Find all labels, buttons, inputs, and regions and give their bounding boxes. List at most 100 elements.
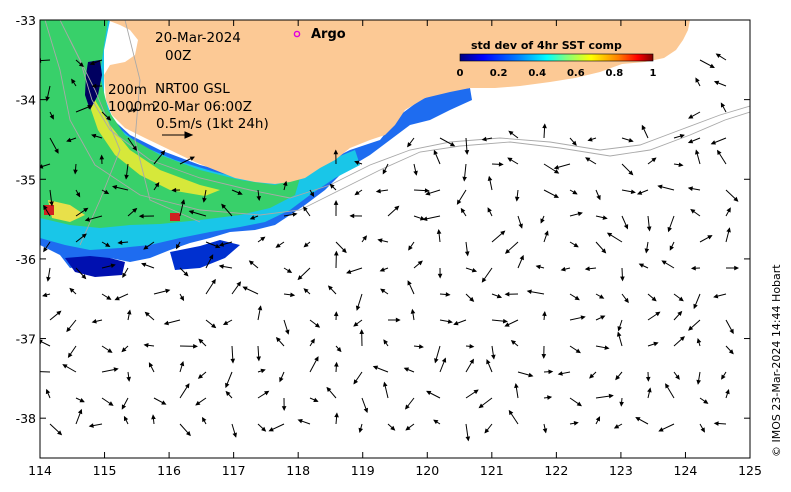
current-vector-head — [688, 325, 694, 331]
current-vector — [40, 59, 51, 62]
current-vector-head — [548, 369, 554, 375]
current-vector-head — [519, 254, 524, 261]
current-vector-head — [437, 273, 443, 279]
current-vector-head — [713, 293, 719, 299]
sst-field-yellow-2 — [48, 200, 85, 222]
current-vector-head — [143, 244, 149, 250]
current-vector-head — [362, 235, 368, 241]
current-vector-head — [179, 295, 185, 302]
current-vector-head — [425, 191, 431, 196]
credit-text: © IMOS 23-Mar-2024 14:44 Hobart — [770, 264, 783, 457]
current-vector-head — [62, 364, 68, 369]
current-vector-head — [595, 416, 601, 422]
current-vector-head — [79, 398, 85, 403]
current-vector-head — [491, 354, 496, 360]
colorbar-tick-label: 0.6 — [567, 68, 585, 79]
current-vector-head — [154, 181, 160, 188]
current-vector-head — [346, 269, 352, 274]
current-vector-head — [721, 374, 726, 380]
current-vector-head — [297, 418, 303, 424]
current-vector-head — [464, 149, 470, 155]
current-vector-head — [121, 404, 127, 410]
current-vector-head — [394, 205, 400, 211]
current-vector-head — [404, 404, 410, 410]
x-tick-label: 118 — [286, 463, 310, 478]
current-vector-head — [690, 208, 696, 214]
nrt-time-label: 20-Mar 06:00Z — [152, 99, 252, 115]
current-vector-head — [390, 425, 396, 431]
current-vector-head — [630, 189, 636, 195]
current-vector-head — [114, 296, 120, 301]
current-vector-head — [355, 305, 361, 311]
current-vector-head — [290, 292, 296, 298]
current-vector-head — [211, 278, 216, 285]
current-vector-head — [359, 329, 365, 335]
current-vector-head — [647, 387, 652, 393]
colorbar-title: std dev of 4hr SST comp — [471, 39, 622, 52]
current-vector-head — [202, 197, 207, 203]
x-tick-label: 122 — [544, 463, 568, 478]
current-vector-head — [553, 165, 560, 170]
current-vector-head — [560, 266, 566, 272]
current-vector-head — [453, 320, 459, 326]
current-vector-head — [69, 287, 75, 293]
current-vector-head — [75, 192, 81, 198]
current-vector-head — [151, 414, 156, 420]
current-vector-head — [242, 286, 248, 291]
x-tick-label: 117 — [222, 463, 246, 478]
current-vector-head — [553, 193, 560, 198]
current-vector-head — [326, 386, 332, 393]
current-vector-head — [498, 161, 504, 167]
x-tick-label: 121 — [480, 463, 504, 478]
current-vector-head — [460, 207, 466, 214]
x-tick-label: 125 — [738, 463, 762, 478]
x-tick-label: 114 — [28, 463, 52, 478]
x-tick-label: 116 — [157, 463, 181, 478]
current-vector-head — [395, 317, 401, 323]
current-vector-head — [66, 137, 72, 143]
current-vector-head — [728, 349, 734, 355]
current-vector-head — [132, 207, 138, 213]
current-vector-head — [123, 415, 129, 422]
current-vector-head — [433, 419, 439, 425]
argo-label: Argo — [311, 27, 346, 42]
current-vector-head — [341, 248, 347, 254]
current-vector-head — [43, 246, 48, 253]
current-vector-head — [407, 280, 412, 286]
current-vector-head — [408, 245, 413, 251]
current-vector-head — [487, 207, 492, 213]
current-vector-head — [580, 315, 586, 320]
current-vector-head — [256, 356, 261, 362]
current-vector-head — [508, 409, 514, 416]
current-vector-head — [710, 140, 716, 145]
current-vector-head — [651, 157, 657, 163]
current-vector-head — [222, 320, 229, 326]
current-vector-head — [646, 226, 652, 232]
current-vector-head — [651, 296, 657, 302]
y-axis: -33 -34 -35 -36 -37 -38 — [16, 13, 750, 426]
current-vector-head — [380, 288, 386, 294]
current-vector-head — [557, 371, 563, 376]
current-vector-head — [126, 376, 131, 382]
current-vector-head — [403, 367, 410, 372]
current-vector-head — [544, 230, 549, 236]
current-vector-head — [314, 322, 321, 328]
current-vector-head — [464, 251, 470, 257]
current-vector-head — [49, 201, 54, 207]
current-vector-head — [333, 149, 339, 155]
current-vector-head — [375, 188, 381, 194]
current-vector-head — [553, 169, 560, 174]
current-vector-head — [695, 149, 700, 155]
current-vector-head — [638, 263, 644, 268]
current-vector-head — [616, 331, 622, 337]
x-axis: 114 115 116 117 118 119 120 121 122 123 124 125 — [28, 20, 762, 478]
isobath-extra-2 — [124, 20, 201, 223]
current-vector-head — [407, 142, 412, 148]
current-vector-head — [717, 149, 722, 156]
current-vector-head — [279, 377, 284, 383]
colorbar-tick-label: 0 — [457, 68, 464, 79]
current-vector-head — [268, 427, 274, 432]
current-vector-head — [353, 379, 359, 385]
current-vector-head — [657, 184, 663, 190]
